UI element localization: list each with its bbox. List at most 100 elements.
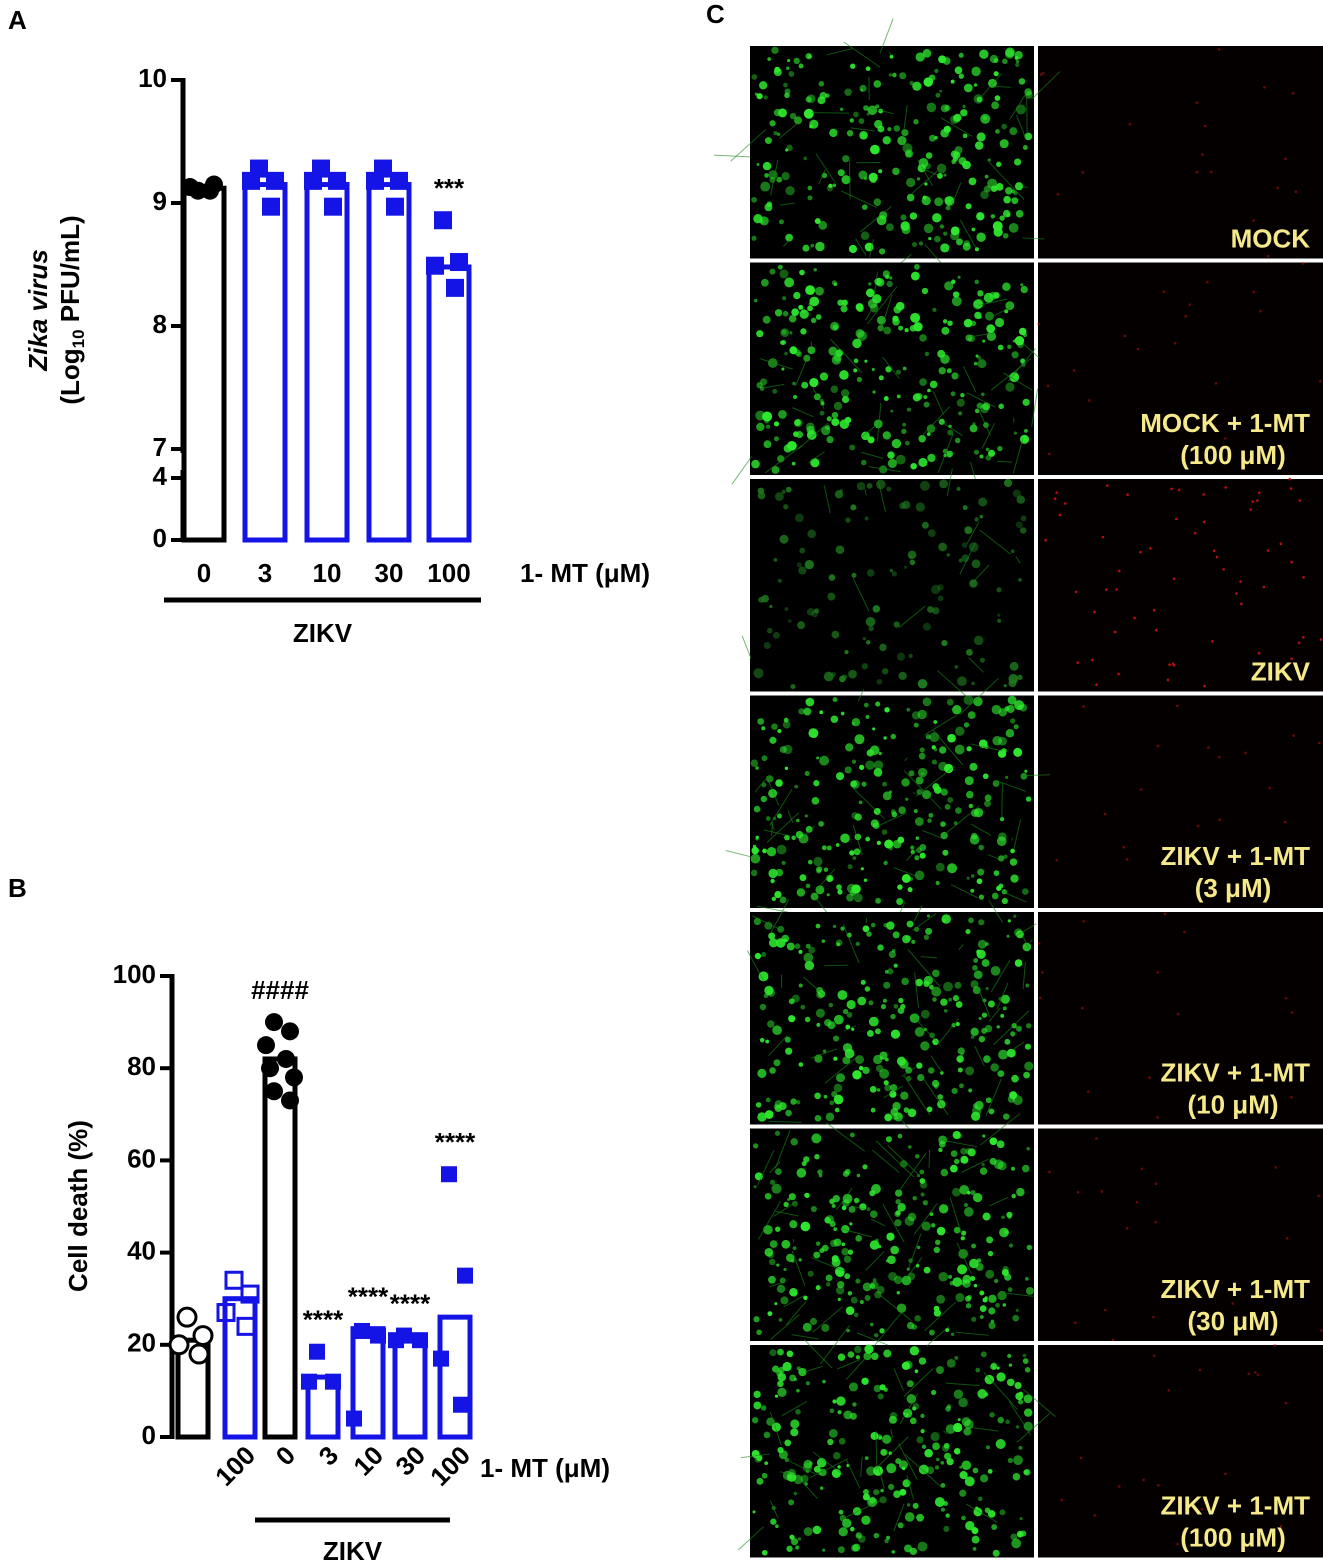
cell xyxy=(973,83,978,87)
neurite xyxy=(901,1066,916,1078)
cell xyxy=(873,1054,883,1065)
cell xyxy=(975,1367,981,1373)
red-dot xyxy=(1218,755,1221,759)
neurite xyxy=(1003,372,1033,391)
cell xyxy=(899,502,906,510)
significance-label: **** xyxy=(390,1288,431,1318)
cell xyxy=(807,305,813,312)
red-dot xyxy=(1093,610,1096,614)
cell xyxy=(798,304,804,310)
cell xyxy=(829,1100,835,1106)
cell xyxy=(883,736,887,740)
data-point xyxy=(281,1022,299,1041)
cell xyxy=(846,129,854,137)
cell xyxy=(787,619,792,623)
cell xyxy=(829,1220,836,1227)
cell xyxy=(886,1463,897,1474)
cell xyxy=(793,291,801,300)
cell xyxy=(950,150,959,158)
data-point xyxy=(450,253,468,272)
cell xyxy=(831,355,842,365)
cell xyxy=(979,1305,987,1312)
cell xyxy=(960,1236,965,1241)
cell xyxy=(914,1027,925,1037)
neurite xyxy=(1022,237,1045,240)
cell xyxy=(1009,661,1019,671)
cell xyxy=(753,1390,761,1399)
cell xyxy=(853,1197,860,1204)
cell xyxy=(919,747,925,753)
cell xyxy=(790,1098,797,1105)
neurite xyxy=(852,788,885,819)
neurite xyxy=(876,402,882,442)
cell xyxy=(788,314,797,323)
neurite xyxy=(888,51,893,57)
cell xyxy=(848,244,858,254)
cell xyxy=(984,174,989,179)
neurite xyxy=(826,48,853,56)
data-point xyxy=(325,1373,341,1390)
cell xyxy=(834,490,844,499)
cell xyxy=(977,1496,983,1502)
cell xyxy=(957,1067,963,1073)
cell xyxy=(803,707,812,716)
cell xyxy=(933,1305,940,1312)
cell xyxy=(1011,1074,1019,1083)
neurite xyxy=(857,689,865,702)
cell xyxy=(775,868,784,877)
bar xyxy=(242,182,288,543)
cell xyxy=(853,358,859,364)
cell xyxy=(929,380,938,389)
cell xyxy=(866,1207,871,1212)
cell xyxy=(842,1170,850,1177)
cell xyxy=(922,48,932,58)
red-dot xyxy=(1184,315,1187,318)
cell xyxy=(805,883,811,889)
cell xyxy=(984,1507,991,1514)
neurite xyxy=(930,1055,944,1075)
cell xyxy=(800,328,807,335)
cell xyxy=(1019,1517,1023,1521)
cell xyxy=(891,571,898,577)
cell xyxy=(897,884,903,890)
red-dot xyxy=(1173,341,1177,345)
neurite xyxy=(1010,1041,1025,1052)
cell xyxy=(777,813,783,819)
cell xyxy=(878,169,883,174)
cell xyxy=(994,1278,999,1284)
neurite xyxy=(794,357,808,387)
micrograph-label: (10 μM) xyxy=(1187,1089,1278,1119)
cell xyxy=(927,1067,935,1074)
cell xyxy=(835,545,845,555)
cell xyxy=(894,1189,903,1197)
neurite xyxy=(1021,774,1051,777)
cell xyxy=(779,745,787,754)
data-point xyxy=(301,1373,317,1390)
cell xyxy=(928,1329,935,1336)
red-dot xyxy=(1113,630,1117,634)
neurite xyxy=(978,988,991,1018)
cell xyxy=(759,1037,765,1043)
cell xyxy=(787,1197,791,1202)
cell xyxy=(1022,398,1030,406)
red-dot xyxy=(1100,1190,1104,1193)
cell xyxy=(854,1345,862,1354)
cell xyxy=(837,1465,841,1469)
cell xyxy=(920,480,930,491)
cell xyxy=(838,1437,846,1445)
cell xyxy=(780,328,790,337)
cell xyxy=(893,621,900,628)
cell xyxy=(766,627,773,634)
cell xyxy=(779,269,789,279)
neurite xyxy=(757,1201,781,1240)
cell xyxy=(1023,1408,1033,1417)
neurite xyxy=(1013,819,1022,850)
neurite xyxy=(922,830,943,839)
cell xyxy=(956,398,965,407)
cell xyxy=(781,934,790,943)
cell xyxy=(1007,695,1017,705)
cell xyxy=(767,57,772,61)
cell xyxy=(1006,934,1010,938)
cell xyxy=(756,382,763,389)
cell xyxy=(757,718,765,725)
